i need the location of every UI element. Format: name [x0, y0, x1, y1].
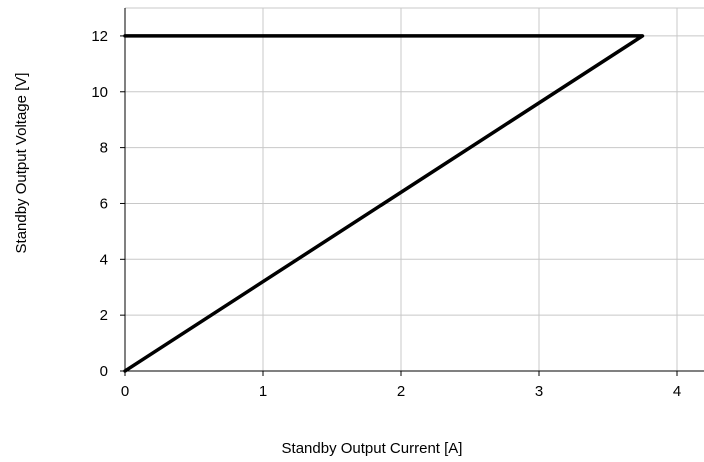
y-tick-label: 12 — [91, 28, 108, 45]
y-axis-title: Standby Output Voltage [V] — [13, 73, 30, 254]
x-tick-label: 1 — [259, 383, 267, 400]
y-tick-labels: 0 2 4 6 8 10 12 — [91, 28, 108, 380]
grid — [125, 7, 704, 371]
x-tick-label: 4 — [673, 383, 681, 400]
y-tick-label: 4 — [100, 251, 108, 268]
x-tick-label: 3 — [535, 383, 543, 400]
x-axis-title: Standby Output Current [A] — [282, 440, 463, 457]
axes — [120, 8, 704, 376]
y-tick-label: 6 — [100, 195, 108, 212]
series-line — [123, 34, 645, 373]
y-tick-label: 2 — [100, 307, 108, 324]
y-tick-label: 10 — [91, 84, 108, 101]
y-tick-label: 8 — [100, 140, 108, 157]
series — [123, 34, 645, 373]
x-tick-label: 0 — [121, 383, 129, 400]
x-tick-labels: 012345 — [121, 383, 681, 400]
y-tick-label: 0 — [100, 363, 108, 380]
x-tick-label: 2 — [397, 383, 405, 400]
